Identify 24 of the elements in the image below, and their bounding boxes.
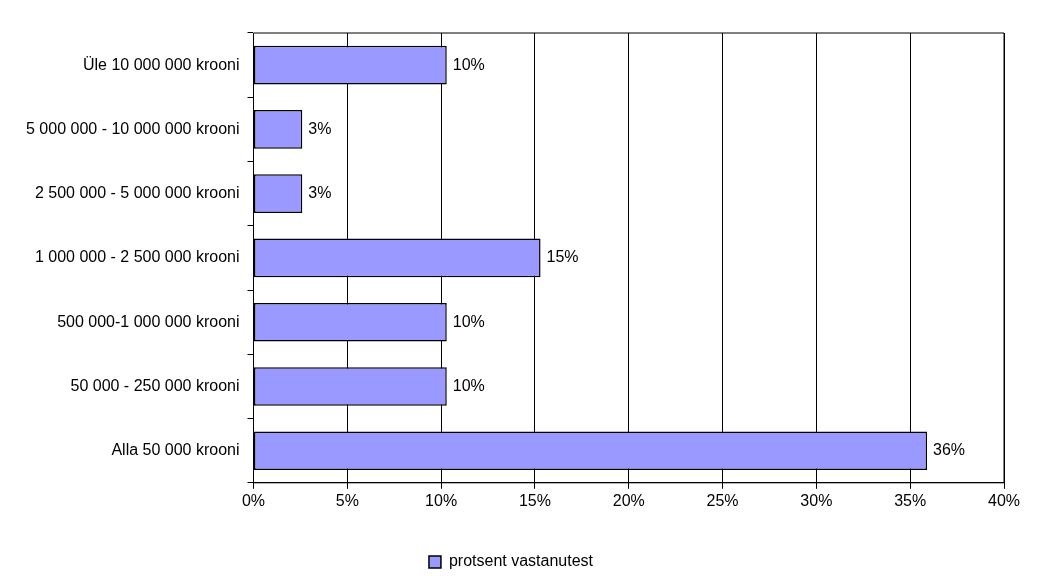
data-label: 10%: [452, 55, 485, 73]
x-tick-label: 15%: [518, 491, 551, 509]
y-tick-label: 2 500 000 - 5 000 000 krooni: [34, 184, 240, 202]
data-label: 3%: [308, 119, 332, 137]
x-tick-label: 0%: [241, 491, 266, 509]
y-tick-label: 50 000 - 250 000 krooni: [70, 376, 240, 394]
x-tick-label: 25%: [706, 491, 739, 509]
x-tick-label: 35%: [894, 491, 927, 509]
x-tick-label: 20%: [612, 491, 645, 509]
x-tick-label: 30%: [800, 491, 833, 509]
y-tick-label: 5 000 000 - 10 000 000 krooni: [26, 119, 240, 137]
y-tick-label: 1 000 000 - 2 500 000 krooni: [34, 248, 240, 266]
data-label: 10%: [452, 376, 485, 394]
y-tick-label: Üle 10 000 000 krooni: [82, 55, 240, 73]
x-tick-label: 10%: [425, 491, 458, 509]
y-tick-label: Alla 50 000 krooni: [111, 441, 240, 459]
data-label: 36%: [933, 441, 966, 459]
y-tick-label: 500 000-1 000 000 krooni: [57, 312, 240, 330]
data-label: 10%: [452, 312, 485, 330]
data-label: 3%: [308, 184, 332, 202]
legend-label: protsent vastanutest: [448, 552, 594, 570]
data-label: 15%: [546, 248, 579, 266]
x-tick-label: 5%: [335, 491, 359, 509]
x-tick-label: 40%: [987, 491, 1021, 509]
